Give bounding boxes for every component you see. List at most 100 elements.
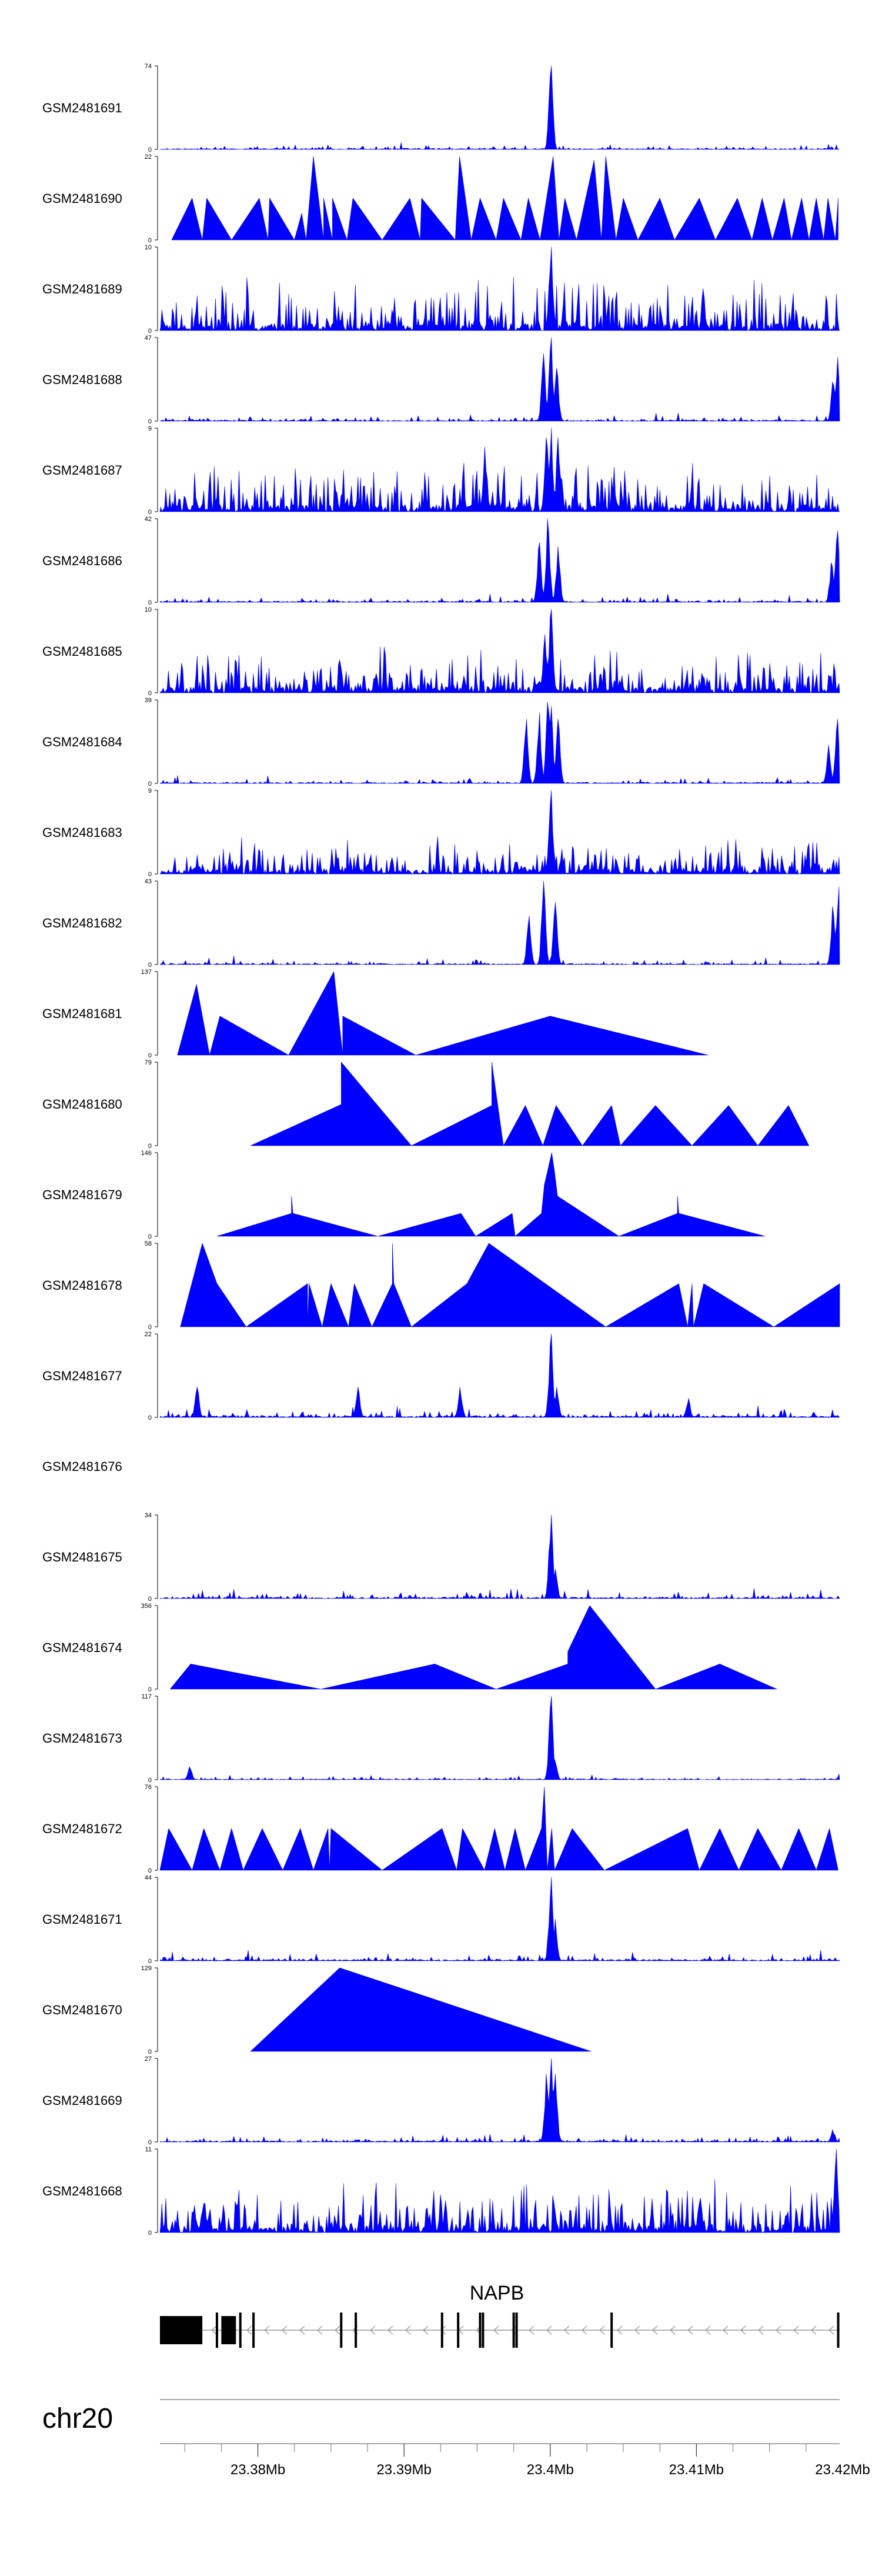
track-label: GSM2481681: [42, 1006, 122, 1021]
track-ymax-label: 10: [145, 606, 152, 613]
track-ymin-label: 0: [148, 1596, 152, 1603]
strand-arrow: [299, 2325, 305, 2335]
gene-exon: [355, 2313, 358, 2348]
track-GSM2481678: GSM2481678 58 0: [42, 1240, 840, 1331]
track-GSM2481687: GSM2481687 9 0: [42, 425, 840, 516]
track-ymax-label: 74: [145, 63, 152, 70]
track-signal: [250, 1062, 810, 1146]
strand-arrow: [528, 2325, 534, 2335]
track-signal: [159, 1514, 840, 1599]
track-GSM2481682: GSM2481682 43 0: [42, 878, 840, 969]
track-signal: [159, 790, 840, 875]
track-ymax-label: 58: [145, 1240, 152, 1247]
gene-exon: [252, 2313, 255, 2348]
strand-arrow: [616, 2325, 623, 2335]
track-signal: [170, 1605, 777, 1690]
track-ymin-label: 0: [148, 1777, 152, 1784]
track-signal: [250, 1967, 592, 2052]
track-label: GSM2481674: [42, 1640, 122, 1655]
track-ymax-label: 39: [145, 697, 152, 704]
track-GSM2481685: GSM2481685 10 0: [42, 606, 840, 697]
strand-arrow: [810, 2325, 817, 2335]
track-label: GSM2481686: [42, 553, 122, 568]
strand-arrow: [704, 2325, 711, 2335]
gene-track: NAPB: [160, 2282, 840, 2348]
track-ymax-label: 9: [148, 425, 152, 432]
gene-exon: [340, 2313, 343, 2348]
track-ymin-label: 0: [148, 1686, 152, 1693]
track-label: GSM2481678: [42, 1278, 122, 1293]
track-ymax-label: 34: [145, 1512, 152, 1519]
track-label: GSM2481688: [42, 372, 122, 387]
gene-exon: [239, 2313, 242, 2348]
track-label: GSM2481679: [42, 1187, 122, 1202]
gene-exon: [479, 2313, 482, 2348]
track-signal: [171, 156, 838, 241]
track-GSM2481674: GSM2481674 356 0: [42, 1603, 777, 1693]
track-ymax-label: 11: [145, 2146, 152, 2153]
gene-block: [160, 2316, 203, 2344]
track-signal: [159, 518, 840, 603]
genome-axis: chr20 23.38Mb 23.39Mb 23.4Mb 23.41Mb 23.42Mb: [42, 2399, 870, 2478]
track-ymin-label: 0: [148, 962, 152, 969]
strand-arrow: [246, 2325, 252, 2335]
track-GSM2481684: GSM2481684 39 0: [42, 697, 840, 788]
strand-arrow: [422, 2325, 429, 2335]
track-label: GSM2481677: [42, 1369, 122, 1383]
track-signal: [180, 1243, 840, 1327]
gene-block: [221, 2316, 236, 2344]
chromosome-label: chr20: [42, 2403, 113, 2434]
track-label: GSM2481676: [42, 1459, 122, 1474]
track-ymin-label: 0: [148, 2230, 152, 2237]
axis-tick-label: 23.38Mb: [230, 2462, 285, 2478]
track-ymax-label: 47: [145, 335, 152, 342]
strand-arrow: [634, 2325, 640, 2335]
track-ymin-label: 0: [148, 1052, 152, 1059]
track-ymax-label: 44: [145, 1874, 152, 1881]
track-ymax-label: 42: [145, 516, 152, 523]
track-ymax-label: 146: [141, 1150, 152, 1157]
track-signal: [159, 428, 840, 512]
track-signal: [159, 880, 840, 965]
track-label: GSM2481673: [42, 1731, 122, 1746]
strand-arrow: [369, 2325, 376, 2335]
track-GSM2481671: GSM2481671 44 0: [42, 1874, 840, 1965]
strand-arrow: [687, 2325, 693, 2335]
strand-arrow: [828, 2325, 834, 2335]
strand-arrow: [793, 2325, 799, 2335]
gene-exon: [215, 2313, 218, 2348]
gene-exon: [837, 2313, 840, 2348]
track-signal: [159, 1877, 840, 1961]
gene-exon: [610, 2313, 613, 2348]
strand-arrow: [757, 2325, 764, 2335]
track-signal: [159, 246, 840, 331]
track-signal: [159, 2058, 840, 2143]
track-ymin-label: 0: [148, 146, 152, 154]
track-ymax-label: 43: [145, 878, 152, 885]
track-ymin-label: 0: [148, 2048, 152, 2056]
track-ymin-label: 0: [148, 1324, 152, 1331]
track-signal: [159, 1786, 838, 1871]
track-label: GSM2481671: [42, 1912, 122, 1927]
track-signal: [216, 1152, 766, 1237]
track-ymin-label: 0: [148, 328, 152, 335]
track-label: GSM2481668: [42, 2184, 122, 2198]
gene-exon: [457, 2313, 460, 2348]
track-GSM2481676: GSM2481676: [42, 1459, 122, 1474]
track-ymin-label: 0: [148, 418, 152, 425]
track-ymin-label: 0: [148, 1143, 152, 1150]
gene-exon: [512, 2313, 515, 2348]
gene-name-label: NAPB: [470, 2282, 524, 2304]
track-ymax-label: 10: [145, 244, 152, 251]
track-label: GSM2481675: [42, 1550, 122, 1564]
track-ymax-label: 137: [141, 969, 152, 976]
track-ymin-label: 0: [148, 690, 152, 697]
strand-arrow: [405, 2325, 411, 2335]
axis-tick-label: 23.41Mb: [669, 2462, 724, 2478]
track-GSM2481689: GSM2481689 10 0: [42, 244, 840, 335]
gene-exon: [515, 2313, 518, 2348]
track-ymax-label: 76: [145, 1784, 152, 1791]
track-GSM2481670: GSM2481670 129 0: [42, 1965, 592, 2056]
strand-arrow: [316, 2325, 323, 2335]
